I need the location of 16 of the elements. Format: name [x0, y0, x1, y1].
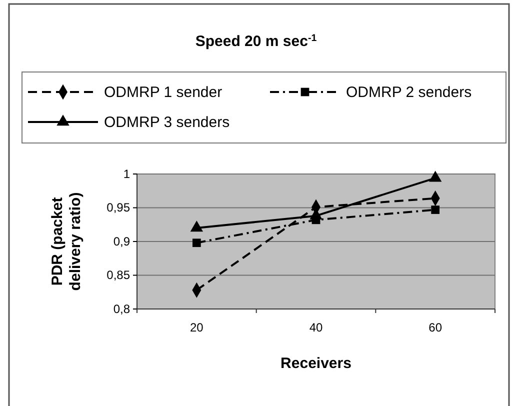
y-tick-label: 0,9 [113, 234, 130, 248]
y-tick-label: 0,95 [106, 200, 130, 215]
x-tick-label: 20 [190, 320, 204, 335]
chart-title: Speed 20 m sec$^{-1}$ [195, 32, 318, 50]
y-tick-label: 1 [123, 166, 130, 181]
y-tick-label: 0,85 [106, 268, 130, 282]
x-axis-title: Receivers [280, 355, 352, 372]
legend-label: ODMRP 1 sender [104, 84, 222, 101]
legend-label: ODMRP 2 senders [346, 84, 472, 101]
x-tick-label: 40 [309, 320, 323, 335]
point [431, 206, 440, 214]
y-tick-label: 0,8 [113, 302, 130, 316]
point [192, 238, 201, 248]
x-tick-label: 60 [428, 320, 442, 335]
legend-label: ODMRP 3 senders [104, 114, 230, 131]
y-axis-title: PDR (packet delivery ratio) [49, 192, 84, 291]
